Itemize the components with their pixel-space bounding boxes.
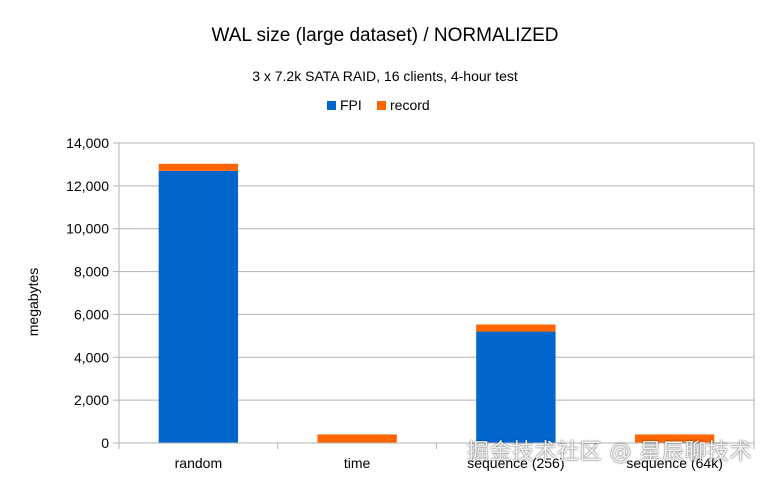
legend-swatch-fpi — [327, 101, 336, 110]
legend-swatch-record — [377, 101, 386, 110]
y-axis-label: megabytes — [25, 268, 41, 336]
bar-fpi-2 — [476, 331, 556, 443]
y-tick-label: 6,000 — [74, 306, 109, 322]
legend: FPI record — [327, 97, 430, 113]
x-tick-label: time — [344, 455, 371, 471]
x-tick-label: sequence (256) — [467, 455, 564, 471]
y-tick-label: 2,000 — [74, 392, 109, 408]
bar-fpi-0 — [158, 170, 239, 443]
y-tick-label: 14,000 — [66, 135, 109, 151]
axes — [113, 142, 755, 449]
chart-title: WAL size (large dataset) / NORMALIZED — [211, 25, 558, 46]
bar-record-1 — [317, 434, 397, 443]
y-tick-label: 8,000 — [74, 264, 109, 280]
legend-label-fpi: FPI — [340, 97, 362, 113]
x-tick-labels: random time sequence (256) sequence (64k) — [175, 455, 723, 471]
chart-subtitle: 3 x 7.2k SATA RAID, 16 clients, 4-hour t… — [252, 68, 518, 84]
y-tick-label: 10,000 — [66, 221, 109, 237]
x-tick-label: sequence (64k) — [626, 455, 723, 471]
legend-label-record: record — [390, 97, 430, 113]
bars — [158, 163, 715, 443]
bar-record-2 — [476, 324, 556, 332]
y-tick-label: 0 — [101, 435, 109, 451]
y-tick-labels: 0 2,000 4,000 6,000 8,000 10,000 12,000 14,000 — [66, 135, 109, 451]
y-tick-label: 12,000 — [66, 178, 109, 194]
y-tick-label: 4,000 — [74, 349, 109, 365]
x-tick-label: random — [175, 455, 222, 471]
bar-record-0 — [158, 163, 239, 171]
bar-record-3 — [634, 434, 715, 443]
